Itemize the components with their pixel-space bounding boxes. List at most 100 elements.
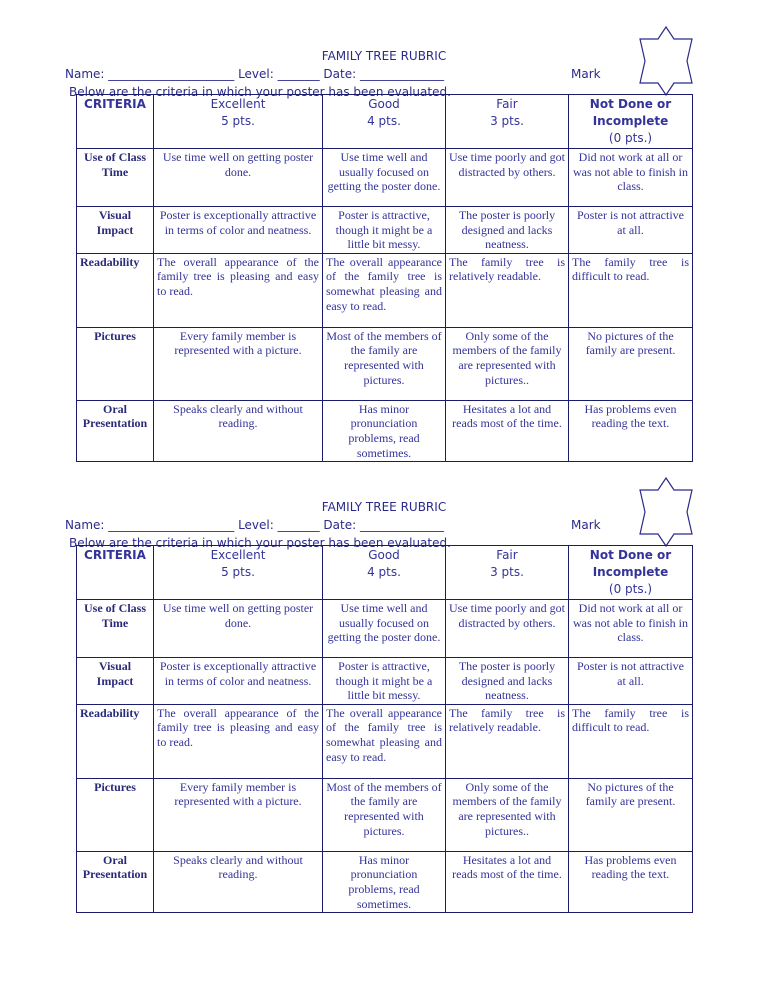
rubric-cell: Poster is not attractive at all. [568, 657, 693, 705]
rubric-cell: Only some of the members of the family a… [445, 326, 569, 401]
criterion-cell: Readability [76, 252, 154, 328]
table-row: Oral Presentation Speaks clearly and with… [76, 399, 693, 463]
rubric-cell: The poster is poorly designed and lacks … [445, 657, 569, 705]
rubric-cell: No pictures of the family are present. [568, 777, 693, 852]
column-header: Fair 3 pts. [445, 94, 569, 149]
rubric-cell: Most of the members of the family are re… [322, 326, 446, 401]
rubric-cell: The overall appearance of the family tre… [322, 252, 446, 328]
header-row: CRITERIA Excellent 5 pts. Good 4 pts. Fair 3 p… [76, 94, 693, 149]
rubric-copy: FAMILY TREE RUBRIC Name: ________________… [0, 477, 768, 940]
rubric-cell: Poster is exceptionally attractive in te… [153, 657, 323, 705]
criterion-cell: Pictures [76, 326, 154, 401]
header-label: CRITERIA [84, 97, 146, 111]
header-label: Fair [496, 548, 518, 562]
header-points: 4 pts. [367, 565, 401, 579]
rubric-cell: The overall appearance of the family tre… [153, 252, 323, 328]
rubric-cell: Use time poorly and got distracted by ot… [445, 148, 569, 207]
table-row: Pictures Every family member is represent… [76, 777, 693, 852]
rubric-cell: Hesitates a lot and reads most of the ti… [445, 850, 569, 914]
mark-label: Mark [571, 67, 601, 81]
criterion-cell: Visual Impact [76, 206, 154, 254]
header-label: Not Done or Incomplete [589, 548, 672, 579]
column-header: Not Done or Incomplete (0 pts.) [568, 545, 693, 600]
column-header: CRITERIA [76, 94, 154, 149]
column-header: Not Done or Incomplete (0 pts.) [568, 94, 693, 149]
header-points: 5 pts. [221, 565, 255, 579]
column-header: Fair 3 pts. [445, 545, 569, 600]
criterion-cell: Oral Presentation [76, 850, 154, 914]
column-header: Excellent 5 pts. [153, 94, 323, 149]
criterion-cell: Pictures [76, 777, 154, 852]
rubric-cell: Hesitates a lot and reads most of the ti… [445, 399, 569, 463]
rubric-cell: Only some of the members of the family a… [445, 777, 569, 852]
criterion-cell: Use of Class Time [76, 148, 154, 207]
table-row: Visual Impact Poster is exceptionally att… [76, 657, 693, 705]
criterion-cell: Visual Impact [76, 657, 154, 705]
rubric-title: FAMILY TREE RUBRIC [321, 49, 447, 63]
rubric-cell: Use time well and usually focused on get… [322, 148, 446, 207]
rubric-cell: Has minor pronunciation problems, read s… [322, 850, 446, 914]
rubric-cell: Poster is not attractive at all. [568, 206, 693, 254]
table-row: Use of Class Time Use time well on gettin… [76, 599, 693, 658]
header-points: 3 pts. [490, 565, 524, 579]
rubric-cell: Every family member is represented with … [153, 777, 323, 852]
rubric-cell: Has problems even reading the text. [568, 850, 693, 914]
rubric-cell: The family tree is difficult to read. [568, 252, 693, 328]
rubric-cell: The family tree is difficult to read. [568, 703, 693, 779]
column-header: Good 4 pts. [322, 94, 446, 149]
rubric-cell: Has problems even reading the text. [568, 399, 693, 463]
rubric-cell: Did not work at all or was not able to f… [568, 148, 693, 207]
rubric-cell: Speaks clearly and without reading. [153, 850, 323, 914]
header-points: (0 pts.) [608, 582, 653, 596]
header-row: CRITERIA Excellent 5 pts. Good 4 pts. Fair 3 p… [76, 545, 693, 600]
header-label: Good [368, 97, 400, 111]
rubric-cell: The family tree is relatively readable. [445, 252, 569, 328]
mark-label: Mark [571, 518, 601, 532]
name-level-date-line: Name: _____________________ Level: _____… [65, 518, 444, 532]
table-row: Readability The overall appearance of the… [76, 252, 693, 328]
name-level-date-line: Name: _____________________ Level: _____… [65, 67, 444, 81]
rubric-cell: Use time well on getting poster done. [153, 148, 323, 207]
header-label: Not Done or Incomplete [589, 97, 672, 128]
header-points: 3 pts. [490, 114, 524, 128]
rubric-title: FAMILY TREE RUBRIC [321, 500, 447, 514]
table-row: Pictures Every family member is represent… [76, 326, 693, 401]
column-header: CRITERIA [76, 545, 154, 600]
rubric-cell: No pictures of the family are present. [568, 326, 693, 401]
table-row: Readability The overall appearance of the… [76, 703, 693, 779]
eight-point-star-icon [639, 477, 693, 547]
rubric-cell: Use time well and usually focused on get… [322, 599, 446, 658]
rubric-cell: The overall appearance of the family tre… [322, 703, 446, 779]
rubric-cell: Did not work at all or was not able to f… [568, 599, 693, 658]
rubric-cell: Most of the members of the family are re… [322, 777, 446, 852]
rubric-cell: Poster is attractive, though it might be… [322, 657, 446, 705]
rubric-cell: The family tree is relatively readable. [445, 703, 569, 779]
table-row: Oral Presentation Speaks clearly and with… [76, 850, 693, 914]
column-header: Good 4 pts. [322, 545, 446, 600]
rubric-copy: FAMILY TREE RUBRIC Name: ________________… [0, 26, 768, 489]
column-header: Excellent 5 pts. [153, 545, 323, 600]
eight-point-star-icon [639, 26, 693, 96]
rubric-cell: The poster is poorly designed and lacks … [445, 206, 569, 254]
header-label: Fair [496, 97, 518, 111]
rubric-table: CRITERIA Excellent 5 pts. Good 4 pts. Fair 3 p… [76, 545, 693, 914]
table-row: Visual Impact Poster is exceptionally att… [76, 206, 693, 254]
criterion-cell: Use of Class Time [76, 599, 154, 658]
rubric-cell: Every family member is represented with … [153, 326, 323, 401]
header-label: Excellent [210, 548, 266, 562]
header-points: 5 pts. [221, 114, 255, 128]
rubric-cell: Poster is attractive, though it might be… [322, 206, 446, 254]
header-label: CRITERIA [84, 548, 146, 562]
rubric-cell: Speaks clearly and without reading. [153, 399, 323, 463]
rubric-cell: Use time well on getting poster done. [153, 599, 323, 658]
rubric-table: CRITERIA Excellent 5 pts. Good 4 pts. Fair 3 p… [76, 94, 693, 463]
table-row: Use of Class Time Use time well on gettin… [76, 148, 693, 207]
header-points: (0 pts.) [608, 131, 653, 145]
header-points: 4 pts. [367, 114, 401, 128]
rubric-cell: The overall appearance of the family tre… [153, 703, 323, 779]
header-label: Good [368, 548, 400, 562]
rubric-cell: Use time poorly and got distracted by ot… [445, 599, 569, 658]
criterion-cell: Oral Presentation [76, 399, 154, 463]
header-label: Excellent [210, 97, 266, 111]
criterion-cell: Readability [76, 703, 154, 779]
